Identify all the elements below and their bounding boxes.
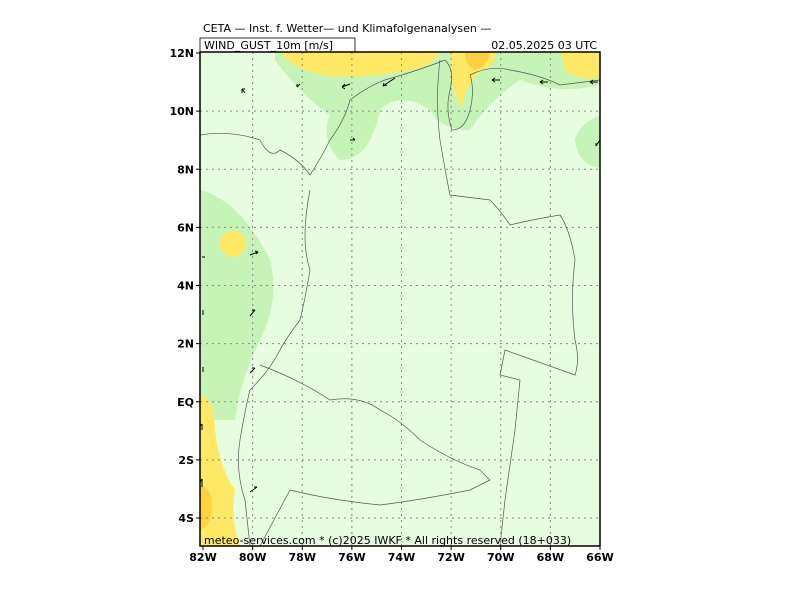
title: CETA — Inst. f. Wetter— und Klimafolgena… xyxy=(203,22,491,35)
field-area xyxy=(200,485,212,530)
lon-label: 72W xyxy=(437,551,464,564)
lat-label: 4N xyxy=(177,280,194,293)
lat-label: 6N xyxy=(177,221,194,234)
lat-label: 12N xyxy=(169,47,194,60)
field-area xyxy=(220,231,246,257)
lon-label: 78W xyxy=(289,551,316,564)
coastline xyxy=(199,59,601,176)
field-area xyxy=(450,52,496,108)
field-area xyxy=(200,190,274,420)
border xyxy=(259,364,491,547)
field-area xyxy=(560,52,600,79)
lat-label: 4S xyxy=(178,512,194,525)
field-area xyxy=(575,115,600,168)
lon-label: 80W xyxy=(239,551,266,564)
lat-label: EQ xyxy=(177,396,194,409)
lon-label: 74W xyxy=(388,551,415,564)
wind-arrows xyxy=(199,77,601,493)
lat-label: 2S xyxy=(178,454,194,467)
footer: meteo-services.com * (c)2025 IWKF * All … xyxy=(204,534,571,547)
lon-label: 70W xyxy=(487,551,514,564)
lat-label: 10N xyxy=(169,105,194,118)
coastline xyxy=(238,189,311,547)
map: meteo-services.com * (c)2025 IWKF * All … xyxy=(199,51,601,547)
lat-label: 8N xyxy=(177,163,194,176)
border xyxy=(437,59,578,547)
frame xyxy=(199,51,601,547)
field: WIND_GUST_10m [m/s] xyxy=(204,39,333,52)
lon-label: 82W xyxy=(189,551,216,564)
field-area xyxy=(465,52,490,70)
lat-label: 2N xyxy=(177,338,194,351)
field-area xyxy=(280,52,440,77)
lon-label: 66W xyxy=(586,551,613,564)
lon-label: 68W xyxy=(537,551,564,564)
valid-time: 02.05.2025 03 UTC xyxy=(491,39,597,52)
lon-label: 76W xyxy=(338,551,365,564)
